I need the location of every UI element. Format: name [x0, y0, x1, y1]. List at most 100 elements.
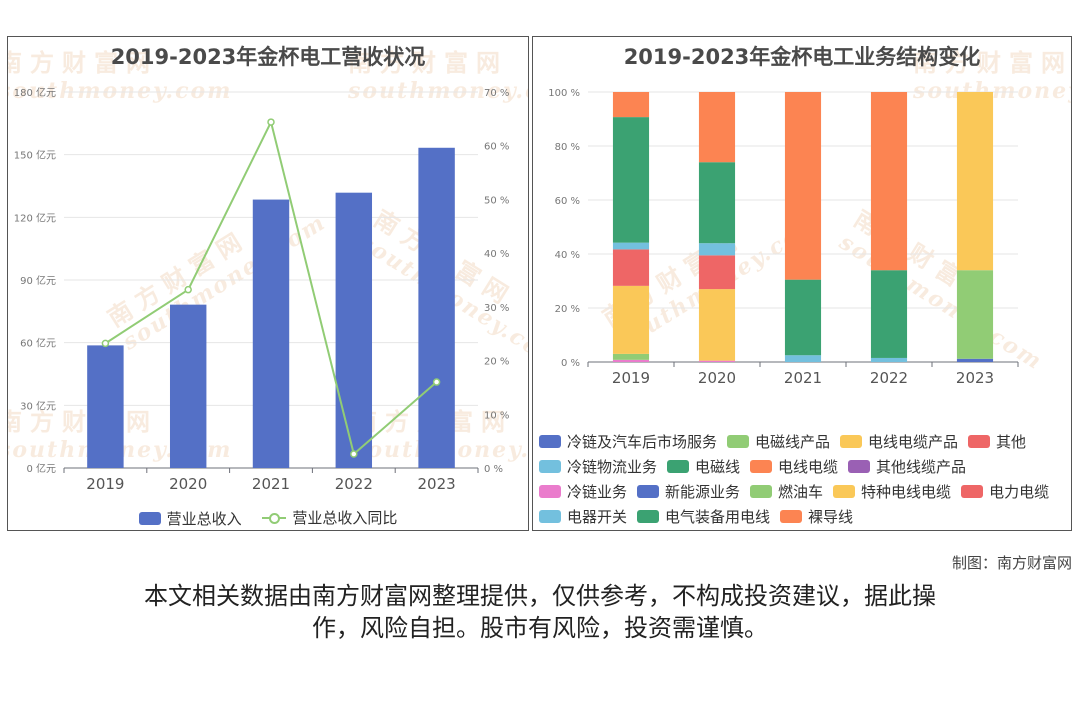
stacked-bar-segment [956, 92, 994, 271]
legend-swatch [840, 435, 863, 448]
legend-item[interactable]: 冷链业务 [539, 481, 627, 502]
legend-row: 电器开关 电气装备用电线 裸导线 [539, 504, 1069, 529]
chart-credit: 制图：南方财富网 [951, 554, 1072, 572]
legend-item[interactable]: 电气装备用电线 [637, 506, 770, 527]
legend-item[interactable]: 电磁线产品 [727, 431, 830, 452]
legend-item-revenue[interactable]: 营业总收入 [138, 508, 242, 529]
legend-swatch [750, 460, 773, 473]
y-axis-tick-label: 0 % [561, 358, 580, 369]
legend-label: 营业总收入 [166, 509, 242, 528]
x-axis-tick-label: 2021 [252, 475, 290, 493]
stacked-bar-segment [612, 249, 650, 286]
legend-item[interactable]: 电线电缆 [750, 456, 838, 477]
stacked-bar-segment [698, 360, 736, 362]
line-point [101, 339, 110, 348]
legend-label: 电器开关 [567, 508, 628, 526]
y-axis-tick-label: 0 亿元 [26, 462, 56, 475]
legend-row: 冷链业务 新能源业务 燃油车 特种电线电缆 电力电缆 [539, 479, 1069, 504]
x-axis-tick-label: 2020 [169, 475, 207, 493]
legend-label: 新能源业务 [665, 483, 741, 501]
stacked-bar-segment [870, 357, 908, 362]
y-axis-tick-label: 40 % [555, 250, 580, 261]
x-axis-tick-label: 2023 [956, 369, 994, 387]
y-axis-tick-label: 80 % [555, 142, 580, 153]
bar [169, 304, 207, 468]
y-axis-tick-label: 20 % [555, 304, 580, 315]
legend-swatch [539, 435, 561, 448]
y2-axis-tick-label: 10 % [484, 410, 509, 421]
structure-chart-svg: 0 % 20 % 40 % 60 % 80 % 100 % 2019 2020 2021 2022… [548, 88, 1019, 387]
y-axis-tick-label: 150 亿元 [14, 149, 56, 162]
legend-item[interactable]: 电磁线 [667, 456, 740, 477]
legend-label: 电气装备用电线 [665, 508, 771, 526]
y2-axis-tick-label: 70 % [484, 88, 509, 99]
stacked-bar-segment [956, 358, 994, 362]
x-axis-tick-label: 2019 [86, 475, 124, 493]
stacked-bar-segment [784, 355, 822, 362]
legend-swatch [637, 510, 660, 523]
legend-item[interactable]: 电力电缆 [961, 481, 1049, 502]
stacked-bar-segment [698, 243, 736, 256]
stacked-bar-segment [698, 162, 736, 244]
bar [418, 147, 455, 469]
y2-axis-tick-label: 0 % [484, 464, 503, 475]
disclaimer-line: 本文相关数据由南方财富网整理提供，仅供参考，不构成投资建议，据此操 [144, 582, 936, 610]
legend-label: 电力电缆 [989, 483, 1050, 501]
legend-swatch [667, 460, 690, 473]
legend-label: 特种电线电缆 [861, 483, 952, 501]
legend-label: 其他 [996, 433, 1027, 451]
legend-item[interactable]: 特种电线电缆 [833, 481, 951, 502]
chart-title: 2019-2023年金杯电工营收状况 [110, 45, 426, 69]
line-point [184, 285, 192, 294]
legend-swatch [968, 435, 991, 448]
chart-title: 2019-2023年金杯电工业务结构变化 [623, 45, 981, 69]
legend-swatch [539, 485, 561, 498]
disclaimer: 本文相关数据由南方财富网整理提供，仅供参考，不构成投资建议，据此操 作，风险自担… [70, 580, 1010, 644]
legend-label: 冷链物流业务 [567, 458, 658, 476]
legend-row: 冷链物流业务 电磁线 电线电缆 其他线缆产品 [539, 454, 1069, 479]
stacked-bar-segment [612, 353, 650, 360]
legend-label: 冷链业务 [567, 483, 628, 501]
legend-item[interactable]: 冷链物流业务 [539, 456, 657, 477]
y-axis-tick-label: 60 亿元 [20, 337, 56, 350]
legend-item[interactable]: 其他 [968, 431, 1026, 452]
legend-item[interactable]: 冷链及汽车后市场服务 [539, 431, 717, 452]
legend-label: 燃油车 [778, 483, 824, 501]
legend-item[interactable]: 燃油车 [750, 481, 823, 502]
bar [335, 192, 373, 468]
stacked-bar-segment [784, 279, 822, 356]
stacked-bar-segment [698, 289, 736, 361]
legend-label: 电线电缆 [778, 458, 839, 476]
stacked-bar-segment [698, 92, 736, 163]
legend-label: 电磁线 [695, 458, 741, 476]
legend-swatch [539, 510, 561, 523]
y-axis-tick-label: 90 亿元 [20, 274, 56, 287]
y-axis-tick-label: 60 % [555, 196, 580, 207]
stacked-bar-segment [612, 117, 650, 243]
line-point [350, 450, 358, 458]
legend-item[interactable]: 电线电缆产品 [840, 431, 958, 452]
legend-swatch-bar [138, 511, 161, 525]
legend-item[interactable]: 其他线缆产品 [848, 456, 966, 477]
legend-item[interactable]: 裸导线 [780, 506, 853, 527]
legend-swatch [961, 485, 984, 498]
legend-label: 电线电缆产品 [868, 433, 959, 451]
x-axis-tick-label: 2022 [335, 475, 373, 493]
y2-axis-tick-label: 40 % [484, 249, 509, 260]
legend-label: 电磁线产品 [755, 433, 831, 451]
line-point [267, 118, 275, 126]
stacked-bar-segment [698, 255, 736, 290]
legend-swatch [750, 485, 773, 498]
stacked-bar-segment [870, 92, 908, 271]
legend-swatch [833, 485, 856, 498]
stacked-bar-segment [612, 285, 650, 354]
legend-item-yoy[interactable]: 营业总收入同比 [262, 507, 397, 528]
legend-item[interactable]: 新能源业务 [637, 481, 740, 502]
legend-label: 营业总收入同比 [292, 509, 398, 527]
legend-item[interactable]: 电器开关 [539, 506, 627, 527]
revenue-chart-svg: 0 亿元 30 亿元 60 亿元 90 亿元 120 亿元 150 亿元 180 亿元 0 %… [14, 86, 510, 493]
stacked-bar-segment [612, 359, 650, 362]
x-axis-tick-label: 2023 [418, 475, 456, 493]
stacked-bar-segment [612, 92, 650, 118]
